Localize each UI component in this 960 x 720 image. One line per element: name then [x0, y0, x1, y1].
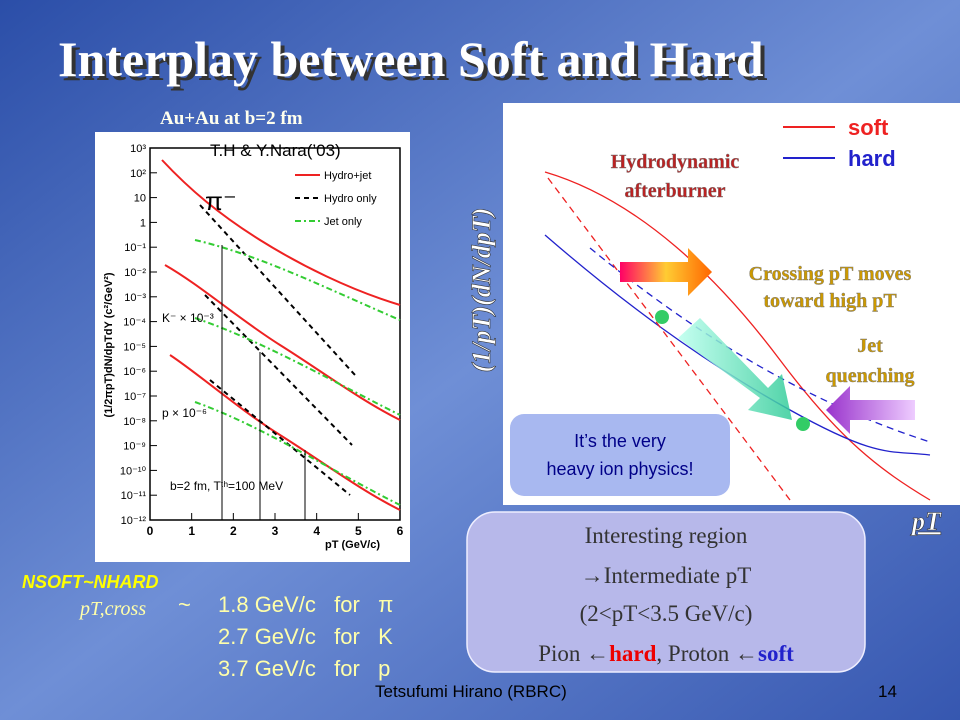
left-figure — [95, 132, 410, 562]
text: , Proton ← — [656, 641, 758, 666]
crossing-row: 2.7 GeV/c for K — [218, 624, 393, 649]
summary-line: Pion ←hard, Proton ←soft — [538, 641, 794, 666]
curve — [194, 401, 401, 506]
y-tick-label: 10⁻¹¹ — [121, 490, 147, 502]
y-tick-label: 10² — [130, 168, 146, 180]
x-axis-label: pT (GeV/c) — [325, 539, 380, 551]
curve — [194, 317, 401, 416]
y-tick-label: 10⁻¹ — [124, 242, 146, 254]
crossing-row: 1.8 GeV/c for π — [218, 592, 393, 617]
curve — [209, 379, 351, 496]
caption: Au+Au at b=2 fm — [160, 108, 303, 129]
x-tick-label: 4 — [313, 524, 320, 538]
legend-label: Hydro only — [324, 193, 377, 205]
y-tick-label: 10 — [134, 193, 146, 205]
curve — [164, 264, 401, 421]
text: soft — [758, 641, 794, 666]
legend-soft: soft — [848, 115, 889, 140]
particle: π⁻ — [205, 186, 237, 216]
y-tick-label: 10⁻⁸ — [123, 416, 146, 428]
crossing-quantity: pT,cross — [78, 598, 146, 620]
crossing-row: 3.7 GeV/c for p — [218, 656, 390, 681]
callout-text: heavy ion physics! — [546, 459, 693, 479]
curve — [161, 159, 401, 306]
y-tick-label: 10⁻⁶ — [123, 366, 146, 378]
x-tick-label: 5 — [355, 524, 362, 538]
curve — [544, 171, 931, 501]
callout — [510, 414, 730, 496]
annotation: Crossing pT moves — [749, 263, 912, 285]
arrow — [620, 248, 712, 296]
crossing-sim: ~ — [178, 592, 191, 617]
annotation: Jet — [857, 335, 883, 357]
y-axis-label: (1/pT)(dN/dpT) — [467, 208, 496, 373]
annotation: quenching — [826, 365, 915, 387]
y-tick-label: 10⁻¹² — [121, 515, 147, 527]
x-tick-label: 2 — [230, 524, 237, 538]
y-tick-label: 10⁻³ — [124, 292, 146, 304]
summary-box — [466, 511, 866, 673]
plot-curves — [161, 159, 401, 520]
crossing-point — [655, 310, 669, 324]
legend-label: Hydro+jet — [324, 170, 371, 182]
y-tick-label: 10⁻⁴ — [123, 317, 146, 329]
y-tick-label: 10⁻⁵ — [123, 341, 146, 353]
condition: b=2 fm, Tᵗʰ=100 MeV — [170, 479, 283, 493]
y-axis-label: (1/2πpT)dN/dpTdY (c²/GeV²) — [103, 272, 115, 417]
footer-page: 14 — [878, 682, 897, 701]
curve — [169, 354, 401, 511]
summary-line: →Intermediate pT — [581, 563, 752, 588]
text: Pion ← — [538, 641, 609, 666]
title: Interplay between Soft and Hard — [58, 31, 764, 87]
title-shadow: Interplay between Soft and Hard — [62, 35, 768, 91]
callout-text: It’s the very — [574, 431, 666, 451]
annotation: toward high pT — [763, 290, 897, 312]
x-tick-label: 0 — [147, 524, 154, 538]
y-tick-label: 10⁻⁹ — [123, 441, 146, 453]
y-tick-label: 10⁻⁷ — [124, 391, 146, 403]
crossing-label: NSOFT~NHARD — [22, 572, 159, 592]
curve — [204, 294, 353, 446]
curve — [199, 204, 356, 376]
arrow — [678, 318, 792, 420]
annotation: Hydrodynamic — [611, 151, 740, 173]
summary-line: (2<pT<3.5 GeV/c) — [580, 601, 753, 626]
x-tick-label: 3 — [272, 524, 279, 538]
legend-hard: hard — [848, 146, 896, 171]
text: hard — [609, 641, 657, 666]
legend-label: Jet only — [324, 216, 362, 228]
scale-label: p × 10⁻⁶ — [162, 406, 207, 420]
x-tick-label: 6 — [397, 524, 404, 538]
credit: T.H & Y.Nara(’03) — [210, 141, 341, 160]
arrow — [826, 386, 915, 434]
y-tick-label: 1 — [140, 217, 146, 229]
x-axis-label: pT — [910, 507, 942, 536]
summary-line: Interesting region — [585, 523, 748, 548]
curve — [194, 239, 401, 321]
y-tick-label: 10⁻² — [124, 267, 146, 279]
scale-label: K⁻ × 10⁻³ — [162, 311, 214, 325]
x-tick-label: 1 — [188, 524, 195, 538]
y-tick-label: 10³ — [130, 143, 146, 155]
y-tick-label: 10⁻¹⁰ — [120, 465, 147, 477]
annotation: afterburner — [624, 180, 725, 202]
crossing-point — [796, 417, 810, 431]
footer-author: Tetsufumi Hirano (RBRC) — [375, 682, 567, 701]
